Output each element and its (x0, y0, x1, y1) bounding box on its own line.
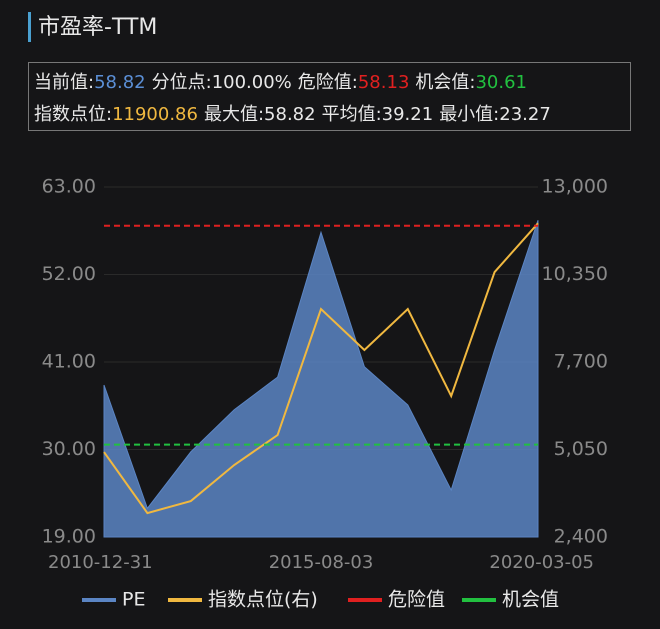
info-box (28, 62, 631, 131)
info-label: 平均值: (322, 104, 382, 125)
y-tick-label: 41.00 (42, 351, 96, 373)
info-value: 58.13 (358, 72, 410, 93)
info-label: 最大值: (204, 104, 264, 125)
y-tick-label: 63.00 (42, 176, 96, 198)
info-value: 58.82 (264, 104, 316, 125)
info-label: 最小值: (439, 104, 499, 125)
info-label: 危险值: (298, 72, 358, 93)
y2-tick-label: 2,400 (554, 526, 608, 548)
y2-tick-label: 7,700 (554, 351, 608, 373)
x-tick-label: 2010-12-31 (48, 552, 153, 573)
x-tick-label: 2015-08-03 (269, 552, 374, 573)
line (103, 222, 539, 515)
title-bar (28, 12, 31, 42)
x-tick-label: 2020-03-05 (489, 552, 594, 573)
y2-tick-label: 13,000 (542, 176, 608, 198)
info-row: 当前值:58.82 分位点:100.00% 危险值:58.13 机会值:30.61 (34, 72, 527, 93)
info-value: 100.00% (212, 72, 292, 93)
legend-label: 危险值 (388, 589, 445, 611)
y-tick-label: 52.00 (42, 263, 96, 285)
legend-label: PE (122, 589, 145, 611)
info-value: 39.21 (382, 104, 434, 125)
y-tick-label: 19.00 (42, 526, 96, 548)
legend-label: 机会值 (502, 589, 559, 611)
info-label: 机会值: (415, 72, 475, 93)
info-label: 分位点: (152, 72, 212, 93)
y-tick-label: 30.00 (42, 438, 96, 460)
title: 市盈率-TTM (38, 15, 157, 40)
info-value: 23.27 (499, 104, 551, 125)
info-value: 11900.86 (112, 104, 198, 125)
y2-tick-label: 5,050 (554, 438, 608, 460)
info-label: 当前值: (34, 72, 94, 93)
info-value: 58.82 (94, 72, 146, 93)
legend-label: 指数点位(右) (208, 589, 318, 611)
info-label: 指数点位: (34, 104, 112, 125)
info-row: 指数点位:11900.86 最大值:58.82 平均值:39.21 最小值:23.27 (34, 104, 551, 125)
y2-tick-label: 10,350 (542, 263, 608, 285)
info-value: 30.61 (475, 72, 527, 93)
